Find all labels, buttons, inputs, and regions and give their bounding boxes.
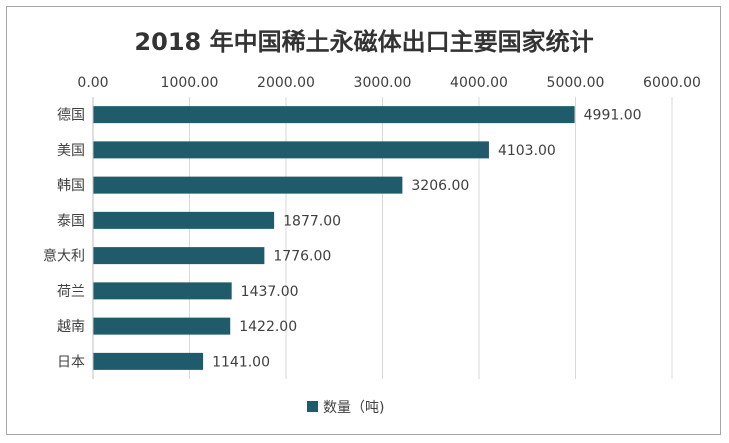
chart-frame: 2018 年中国稀土永磁体出口主要国家统计 0.00 1000.00 2000.00…: [6, 6, 721, 435]
data-label: 1422.00: [239, 319, 297, 335]
category-label: 美国: [57, 143, 85, 159]
x-tick-label: 4000.00: [450, 75, 508, 91]
bars: [93, 106, 575, 370]
x-tick-label: 6000.00: [643, 75, 701, 91]
data-label: 4991.00: [584, 108, 642, 124]
chart-title: 2018 年中国稀土永磁体出口主要国家统计: [134, 28, 593, 56]
x-tick-label: 3000.00: [354, 75, 412, 91]
category-label: 越南: [57, 319, 85, 335]
bar: [93, 106, 575, 124]
x-tick-label: 1000.00: [161, 75, 219, 91]
category-label: 泰国: [57, 213, 85, 229]
bar: [93, 317, 231, 335]
bar: [93, 176, 403, 194]
category-label: 日本: [57, 354, 85, 370]
x-axis-ticks: 0.00 1000.00 2000.00 3000.00 4000.00 5000.00 6…: [77, 75, 701, 91]
bar-chart: 2018 年中国稀土永磁体出口主要国家统计 0.00 1000.00 2000.00…: [43, 28, 701, 416]
x-tick-label: 0.00: [77, 75, 108, 91]
bar: [93, 141, 489, 159]
bar: [93, 352, 204, 370]
bar: [93, 247, 265, 265]
data-label: 1141.00: [212, 354, 270, 370]
data-label: 1776.00: [273, 249, 331, 265]
legend-swatch: [307, 401, 318, 412]
category-label: 意大利: [43, 248, 85, 265]
x-tick-label: 5000.00: [547, 75, 605, 91]
bar: [93, 282, 232, 300]
category-label: 韩国: [57, 178, 85, 194]
data-label: 3206.00: [411, 178, 469, 194]
data-label: 4103.00: [498, 143, 556, 159]
category-label: 荷兰: [57, 284, 85, 300]
gridlines: [189, 97, 673, 379]
category-label: 德国: [57, 108, 85, 124]
bar: [93, 211, 275, 229]
legend: 数量（吨): [307, 400, 384, 416]
x-tick-label: 2000.00: [257, 75, 315, 91]
data-labels: 4991.00 4103.00 3206.00 1877.00 1776.00 1437.…: [212, 108, 641, 371]
data-label: 1877.00: [283, 213, 341, 229]
legend-label: 数量（吨): [323, 400, 384, 416]
data-label: 1437.00: [241, 284, 299, 300]
